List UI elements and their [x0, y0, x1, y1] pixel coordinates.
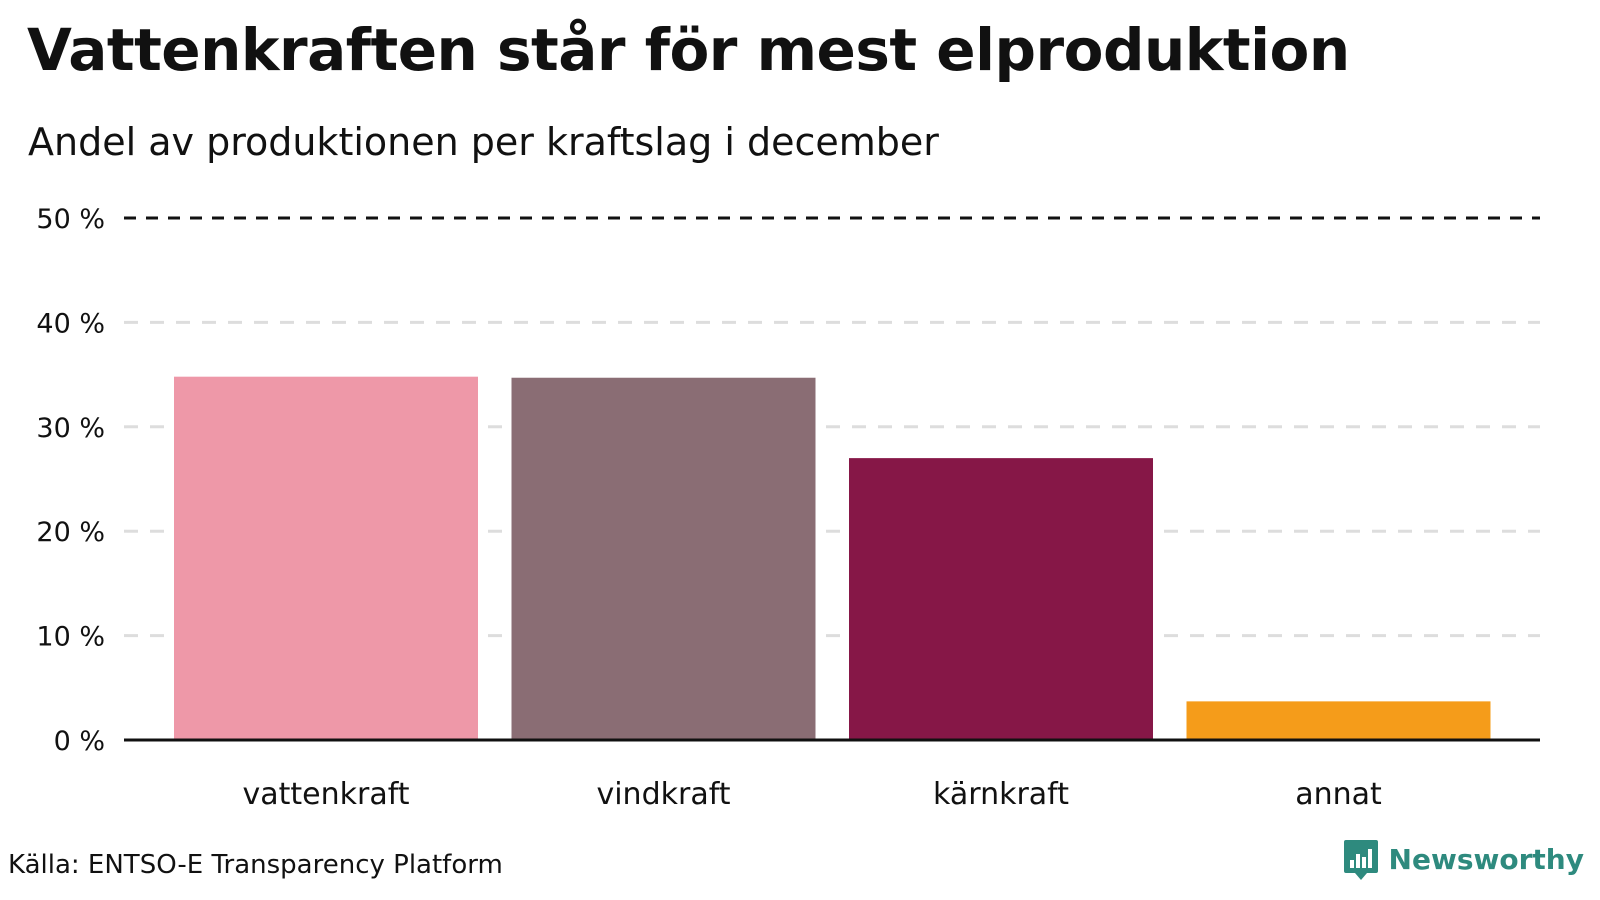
x-category-label: vindkraft	[596, 777, 730, 812]
y-tick-label: 20 %	[36, 517, 105, 548]
brand-logo: Newsworthy	[1343, 838, 1584, 882]
brand-name: Newsworthy	[1388, 843, 1584, 876]
bar-chart-pin-icon	[1343, 840, 1378, 880]
chart-subtitle: Andel av produktionen per kraftslag i de…	[28, 120, 939, 164]
y-tick-label: 50 %	[36, 204, 105, 235]
y-tick-label: 40 %	[36, 308, 105, 339]
y-tick-label: 10 %	[36, 622, 105, 653]
bar-vindkraft	[511, 377, 816, 740]
y-tick-label: 0 %	[54, 726, 105, 757]
axis-labels: 0 % 10 % 20 % 30 % 40 % 50 % vattenkraft vindkr…	[36, 204, 1382, 812]
x-category-label: annat	[1295, 777, 1382, 812]
bar-annat	[1186, 701, 1491, 740]
x-category-label: vattenkraft	[242, 777, 409, 812]
bar-vattenkraft	[174, 376, 478, 740]
y-tick-label: 30 %	[36, 413, 105, 444]
x-category-label: kärnkraft	[933, 777, 1069, 812]
chart-title: Vattenkraften står för mest elproduktion	[27, 16, 1350, 84]
bars	[174, 376, 1491, 740]
bar-kärnkraft	[849, 458, 1153, 740]
source-note: Källa: ENTSO-E Transparency Platform	[8, 850, 503, 880]
